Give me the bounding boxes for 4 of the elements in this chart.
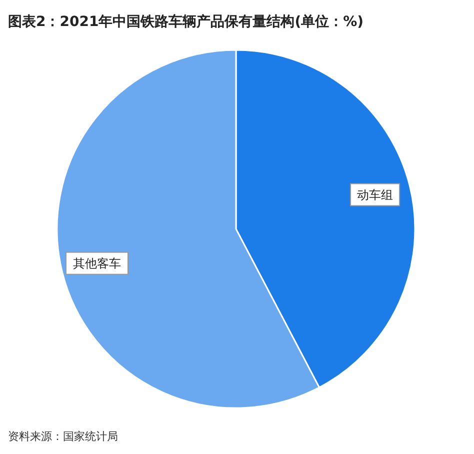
slice-label: 动车组 [357,188,394,202]
slice-label: 其他客车 [72,256,121,271]
chart-title: 图表2：2021年中国铁路车辆产品保有量结构(单位：%) [8,13,364,30]
text: 资料来源：国家统计局 [8,430,118,443]
